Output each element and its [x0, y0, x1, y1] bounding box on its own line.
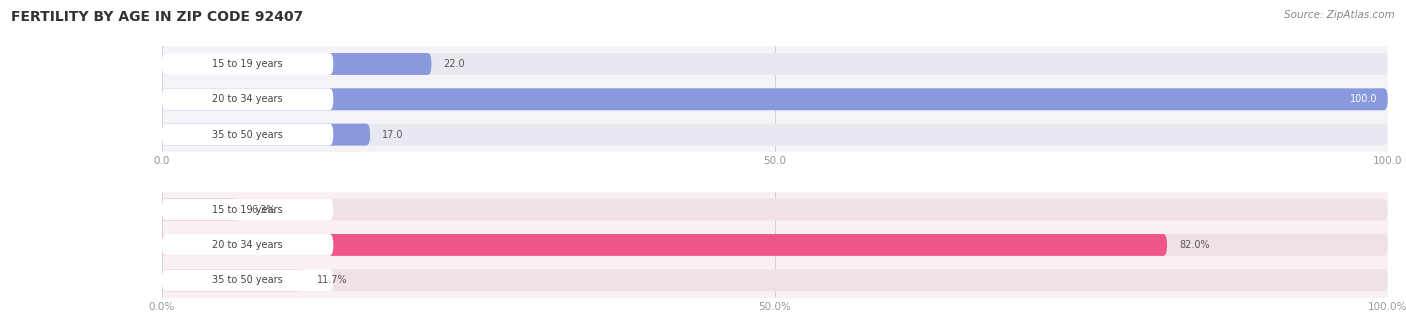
Text: 20 to 34 years: 20 to 34 years [212, 94, 283, 104]
FancyBboxPatch shape [162, 88, 1388, 110]
FancyBboxPatch shape [162, 124, 333, 146]
FancyBboxPatch shape [162, 234, 333, 256]
Text: 35 to 50 years: 35 to 50 years [212, 130, 283, 140]
Text: 6.3%: 6.3% [252, 205, 276, 214]
FancyBboxPatch shape [162, 124, 1388, 146]
FancyBboxPatch shape [162, 88, 333, 110]
Text: 15 to 19 years: 15 to 19 years [212, 205, 283, 214]
Text: 11.7%: 11.7% [318, 275, 349, 285]
Text: 35 to 50 years: 35 to 50 years [212, 275, 283, 285]
FancyBboxPatch shape [162, 234, 1388, 256]
FancyBboxPatch shape [162, 53, 432, 75]
FancyBboxPatch shape [162, 199, 333, 220]
FancyBboxPatch shape [162, 124, 370, 146]
FancyBboxPatch shape [162, 199, 1388, 220]
Text: 100.0: 100.0 [1350, 94, 1378, 104]
Text: 20 to 34 years: 20 to 34 years [212, 240, 283, 250]
FancyBboxPatch shape [162, 199, 239, 220]
Text: 15 to 19 years: 15 to 19 years [212, 59, 283, 69]
FancyBboxPatch shape [162, 53, 1388, 75]
FancyBboxPatch shape [162, 234, 1167, 256]
FancyBboxPatch shape [162, 53, 333, 75]
Text: 17.0: 17.0 [382, 130, 404, 140]
Text: Source: ZipAtlas.com: Source: ZipAtlas.com [1284, 10, 1395, 20]
Text: 22.0: 22.0 [444, 59, 465, 69]
FancyBboxPatch shape [162, 269, 1388, 291]
Text: FERTILITY BY AGE IN ZIP CODE 92407: FERTILITY BY AGE IN ZIP CODE 92407 [11, 10, 304, 24]
FancyBboxPatch shape [162, 88, 1388, 110]
FancyBboxPatch shape [162, 269, 305, 291]
FancyBboxPatch shape [162, 269, 333, 291]
Text: 82.0%: 82.0% [1180, 240, 1211, 250]
